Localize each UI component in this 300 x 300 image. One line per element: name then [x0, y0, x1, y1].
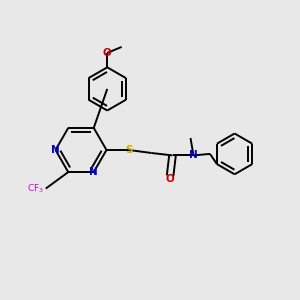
Text: N: N: [51, 145, 60, 155]
Text: O: O: [103, 48, 112, 58]
Text: N: N: [89, 167, 98, 177]
Text: N: N: [189, 150, 198, 161]
Text: O: O: [166, 174, 175, 184]
Text: CF$_3$: CF$_3$: [27, 182, 44, 195]
Text: S: S: [125, 145, 133, 155]
